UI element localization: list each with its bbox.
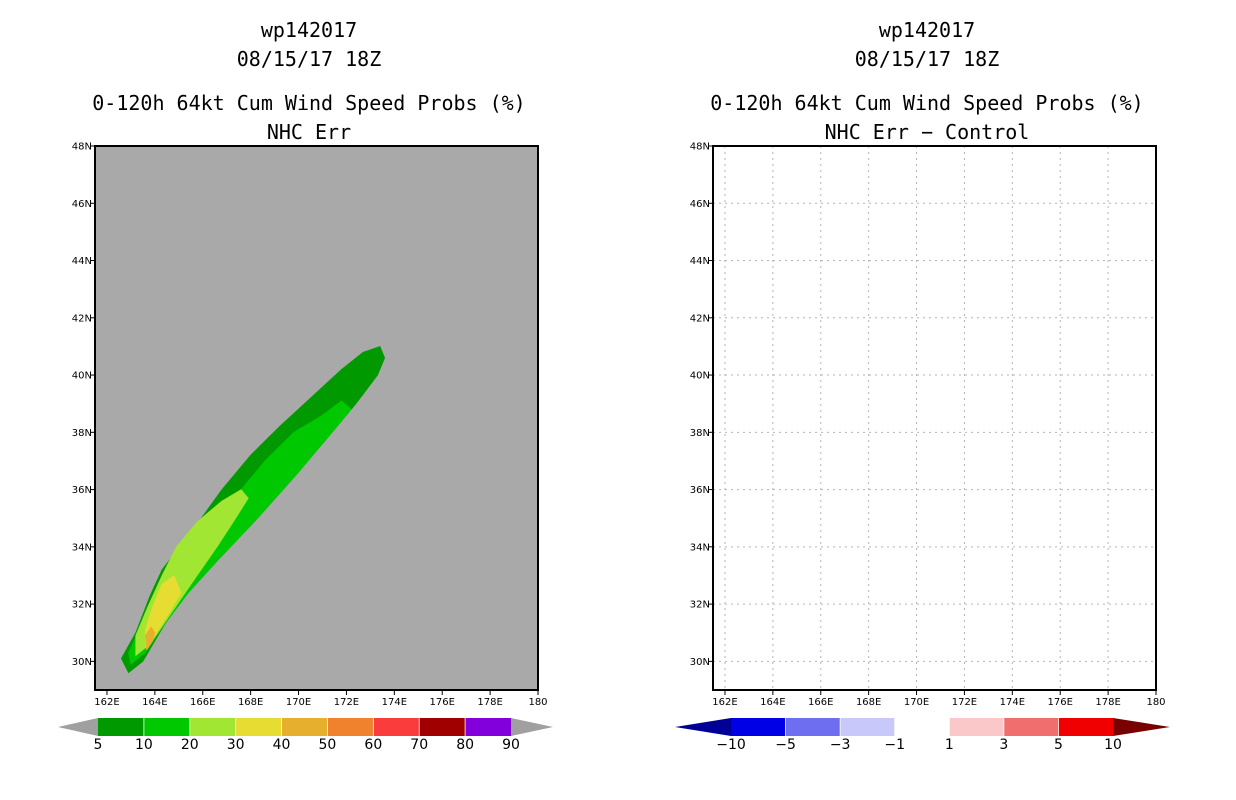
colorbar-label: −5 xyxy=(775,737,796,753)
y-tick-label: 32N xyxy=(72,600,92,611)
y-tick-label: 30N xyxy=(690,657,710,668)
colorbar-label: 1 xyxy=(945,737,954,753)
colorbar-bin xyxy=(840,718,895,736)
colorbar-bin xyxy=(281,718,328,736)
colorbar-bin xyxy=(1003,718,1059,736)
x-tick-label: 170E xyxy=(904,697,929,708)
panel1-subtitle: NHC Err xyxy=(266,120,352,144)
colorbar-bin xyxy=(1058,718,1113,736)
x-tick-label: 172E xyxy=(334,697,359,708)
y-tick-label: 36N xyxy=(690,485,710,496)
colorbar-label: 30 xyxy=(227,737,245,753)
panel2-product-title: 0-120h 64kt Cum Wind Speed Probs (%) xyxy=(710,91,1144,115)
colorbar-2: −10 −5 −3 −1 1 3 5 10 xyxy=(675,718,1170,753)
x-tick-label: 166E xyxy=(190,697,215,708)
colorbar-bin xyxy=(785,718,841,736)
chart-panel-1: 162E 164E 166E 168E 170E 172E 174E 176E 178E 180 3… xyxy=(72,142,548,709)
x-tick-label: 178E xyxy=(1095,697,1120,708)
colorbar-label: −10 xyxy=(716,737,746,753)
colorbar-label: 5 xyxy=(94,737,103,753)
y-tick-label: 42N xyxy=(72,313,92,324)
contour-40-percent xyxy=(145,626,156,651)
y-tick-label: 44N xyxy=(72,256,92,267)
y-tick-label: 38N xyxy=(72,428,92,439)
x-tick-label: 174E xyxy=(382,697,407,708)
x-tick-label: 162E xyxy=(94,697,119,708)
x-tick-label: 172E xyxy=(952,697,977,708)
colorbar-bin xyxy=(373,718,420,736)
contour-5-percent xyxy=(121,346,386,674)
y-tick-label: 40N xyxy=(72,371,92,382)
colorbar-bin xyxy=(894,718,950,736)
colorbar-label: 20 xyxy=(181,737,199,753)
x-tick-label: 174E xyxy=(1000,697,1025,708)
plot-frame xyxy=(712,145,1157,691)
colorbar-bin xyxy=(143,718,190,736)
colorbar-over-arrow xyxy=(1113,718,1170,736)
colorbar-label: 80 xyxy=(456,737,474,753)
colorbar-label: 90 xyxy=(502,737,520,753)
colorbar-label: 50 xyxy=(319,737,337,753)
colorbar-label: 5 xyxy=(1054,737,1063,753)
y-tick-label: 46N xyxy=(690,199,710,210)
y-tick-label: 30N xyxy=(72,657,92,668)
colorbar-label: 3 xyxy=(999,737,1008,753)
contour-10-percent xyxy=(128,400,352,665)
colorbar-over-arrow xyxy=(511,718,553,736)
colorbar-under-arrow xyxy=(58,718,98,736)
x-tick-label: 168E xyxy=(238,697,263,708)
plot-area xyxy=(95,146,538,690)
colorbar-bin xyxy=(235,718,282,736)
x-tick-label: 178E xyxy=(477,697,502,708)
x-tick-label: 176E xyxy=(1048,697,1073,708)
panel1-storm-id: wp142017 xyxy=(260,18,358,42)
x-tick-label: 180 xyxy=(528,697,547,708)
contour-30-percent xyxy=(145,575,182,648)
x-tick-label: 180 xyxy=(1146,697,1165,708)
contour-20-percent xyxy=(135,489,249,656)
y-tick-label: 34N xyxy=(72,542,92,553)
panel2-subtitle: NHC Err − Control xyxy=(824,120,1030,144)
colorbar-bin xyxy=(731,718,786,736)
colorbar-label: 40 xyxy=(273,737,291,753)
x-tick-label: 164E xyxy=(760,697,785,708)
x-tick-label: 168E xyxy=(856,697,881,708)
colorbar-bin xyxy=(189,718,236,736)
x-tick-label: 166E xyxy=(808,697,833,708)
panel2-storm-id: wp142017 xyxy=(878,18,976,42)
y-tick-label: 36N xyxy=(72,485,92,496)
y-tick-label: 38N xyxy=(690,428,710,439)
panel2-datetime: 08/15/17 18Z xyxy=(854,47,1000,71)
colorbar-bin xyxy=(419,718,466,736)
plot-area xyxy=(713,146,1156,690)
colorbar-label: −1 xyxy=(884,737,905,753)
colorbar-bin xyxy=(327,718,374,736)
y-tick-label: 46N xyxy=(72,199,92,210)
panel1-datetime: 08/15/17 18Z xyxy=(236,47,382,71)
plot-frame xyxy=(94,145,539,691)
colorbar-bin xyxy=(465,718,511,736)
colorbar-label: 10 xyxy=(1104,737,1122,753)
x-tick-label: 170E xyxy=(286,697,311,708)
panel1-product-title: 0-120h 64kt Cum Wind Speed Probs (%) xyxy=(92,91,526,115)
colorbar-label: 10 xyxy=(135,737,153,753)
y-tick-label: 40N xyxy=(690,371,710,382)
colorbar-label: 60 xyxy=(364,737,382,753)
colorbar-bin xyxy=(98,718,144,736)
y-tick-label: 32N xyxy=(690,600,710,611)
x-tick-label: 176E xyxy=(430,697,455,708)
colorbar-under-arrow xyxy=(675,718,731,736)
x-tick-label: 164E xyxy=(142,697,167,708)
chart-panel-2: 162E 164E 166E 168E 170E 172E 174E 176E 178E 180 3… xyxy=(690,142,1166,709)
colorbar-1: 5 10 20 30 40 50 60 70 80 90 xyxy=(58,718,553,753)
x-tick-label: 162E xyxy=(712,697,737,708)
y-tick-label: 44N xyxy=(690,256,710,267)
colorbar-label: 70 xyxy=(410,737,428,753)
colorbar-bin xyxy=(949,718,1004,736)
y-tick-label: 34N xyxy=(690,542,710,553)
colorbar-label: −3 xyxy=(830,737,851,753)
y-tick-label: 42N xyxy=(690,313,710,324)
